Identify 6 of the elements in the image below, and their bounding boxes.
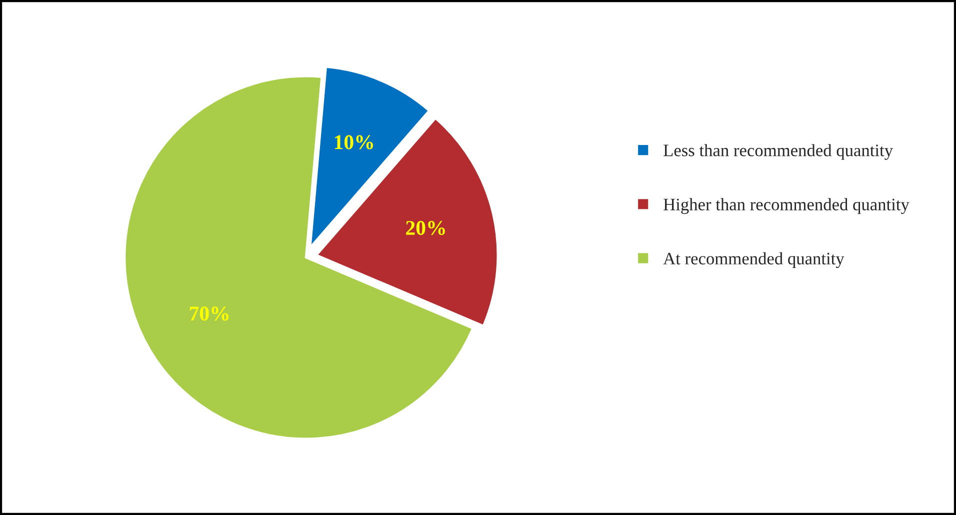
data-label: 70%	[190, 306, 228, 321]
data-label: 20%	[406, 220, 445, 236]
legend-label: At recommended quantity	[663, 252, 844, 268]
legend-label: Higher than recommended quantity	[664, 198, 910, 214]
legend-label: Less than recommended quantity	[664, 144, 893, 160]
data-label: 10%	[334, 135, 373, 150]
